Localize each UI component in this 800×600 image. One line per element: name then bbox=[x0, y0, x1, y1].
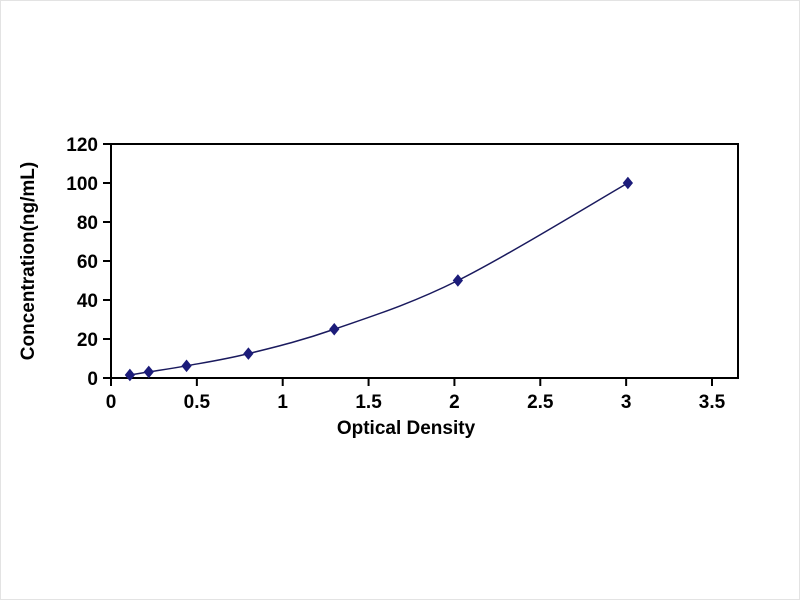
x-axis-ticks bbox=[110, 378, 713, 386]
x-tick-label: 2 bbox=[449, 392, 460, 413]
data-series bbox=[124, 176, 634, 382]
data-point-marker bbox=[452, 274, 464, 287]
x-axis-tick-labels: 0 0.5 1 1.5 2 2.5 3 3.5 bbox=[106, 392, 726, 413]
data-point-marker bbox=[243, 347, 254, 360]
x-tick-label: 1.5 bbox=[355, 392, 382, 413]
x-tick-label: 3 bbox=[621, 392, 632, 413]
data-point-marker bbox=[622, 176, 634, 190]
y-tick-label: 80 bbox=[77, 213, 98, 234]
data-point-marker bbox=[329, 322, 340, 336]
y-tick-label: 120 bbox=[66, 135, 98, 156]
data-series-curve bbox=[129, 182, 629, 376]
data-point-marker bbox=[124, 368, 136, 382]
data-point-marker bbox=[143, 365, 154, 379]
x-axis-title: Optical Density bbox=[337, 418, 476, 439]
x-tick-label: 1 bbox=[277, 392, 288, 413]
x-tick-label: 2.5 bbox=[527, 392, 554, 413]
x-tick-label: 3.5 bbox=[699, 392, 726, 413]
y-axis-title: Concentration(ng/mL) bbox=[18, 162, 39, 360]
data-point-marker bbox=[181, 359, 192, 373]
y-tick-label: 40 bbox=[77, 291, 98, 312]
y-tick-label: 100 bbox=[66, 174, 98, 195]
y-axis-ticks bbox=[103, 143, 111, 379]
plot-border bbox=[110, 143, 739, 379]
y-tick-label: 20 bbox=[77, 330, 98, 351]
y-tick-label: 0 bbox=[87, 369, 98, 390]
y-tick-label: 60 bbox=[77, 252, 98, 273]
x-tick-label: 0.5 bbox=[184, 392, 211, 413]
x-tick-label: 0 bbox=[106, 392, 117, 413]
y-axis-tick-labels: 0 20 40 60 80 100 120 bbox=[66, 135, 98, 390]
